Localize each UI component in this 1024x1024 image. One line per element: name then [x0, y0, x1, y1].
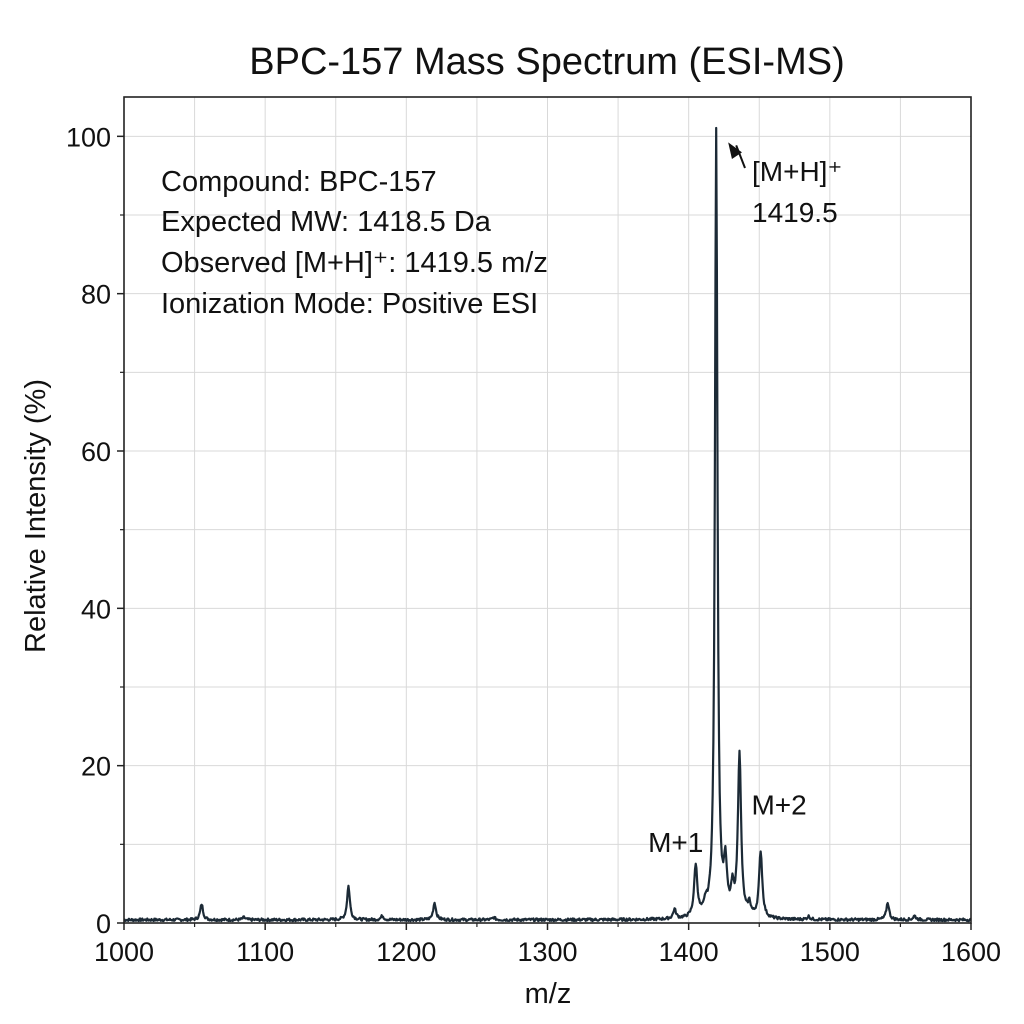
info-line-observed: Observed [M+H]⁺: 1419.5 m/z: [161, 247, 548, 279]
x-axis-label: m/z: [525, 978, 572, 1010]
x-tick-label: 1600: [941, 937, 1001, 967]
main-peak-arrow: [735, 144, 746, 169]
y-tick-label: 20: [81, 752, 111, 782]
x-tick-label: 1000: [94, 937, 154, 967]
x-tick-label: 1500: [800, 937, 860, 967]
main-peak-arrowhead-icon: [728, 142, 742, 160]
x-tick-label: 1300: [517, 937, 577, 967]
annotation-layer: [M+H]⁺ 1419.5 M+1 M+2: [648, 142, 842, 858]
y-tick-label: 100: [66, 122, 111, 152]
x-tick-label: 1100: [236, 937, 294, 967]
main-peak-label: [M+H]⁺: [752, 156, 842, 187]
plot-frame: [123, 96, 972, 924]
m1-peak-label: M+1: [648, 827, 703, 858]
x-tick-label: 1200: [376, 937, 436, 967]
y-tick-label: 0: [96, 909, 111, 939]
spectrum-line: [123, 126, 972, 923]
y-tick-label: 40: [81, 594, 111, 624]
x-tick-label: 1400: [659, 937, 719, 967]
info-line-compound: Compound: BPC-157: [161, 166, 437, 198]
y-tick-label: 80: [81, 280, 111, 310]
y-axis-label: Relative Intensity (%): [20, 379, 52, 653]
chart-title: BPC-157 Mass Spectrum (ESI-MS): [249, 41, 844, 83]
tick-label-layer: 1000 1100 1200 1300 1400 1500 1600 0 20 40 60 80 100: [66, 122, 1001, 967]
y-tick-label: 60: [81, 437, 111, 467]
info-line-expected-mw: Expected MW: 1418.5 Da: [161, 206, 492, 238]
m2-peak-label: M+2: [751, 789, 806, 820]
main-peak-value: 1419.5: [752, 197, 838, 228]
info-line-ionization: Ionization Mode: Positive ESI: [161, 288, 538, 320]
grid-layer: [124, 97, 971, 923]
info-box: Compound: BPC-157 Expected MW: 1418.5 Da…: [161, 166, 548, 320]
